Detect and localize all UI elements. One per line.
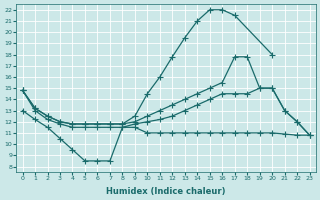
X-axis label: Humidex (Indice chaleur): Humidex (Indice chaleur) (106, 187, 226, 196)
